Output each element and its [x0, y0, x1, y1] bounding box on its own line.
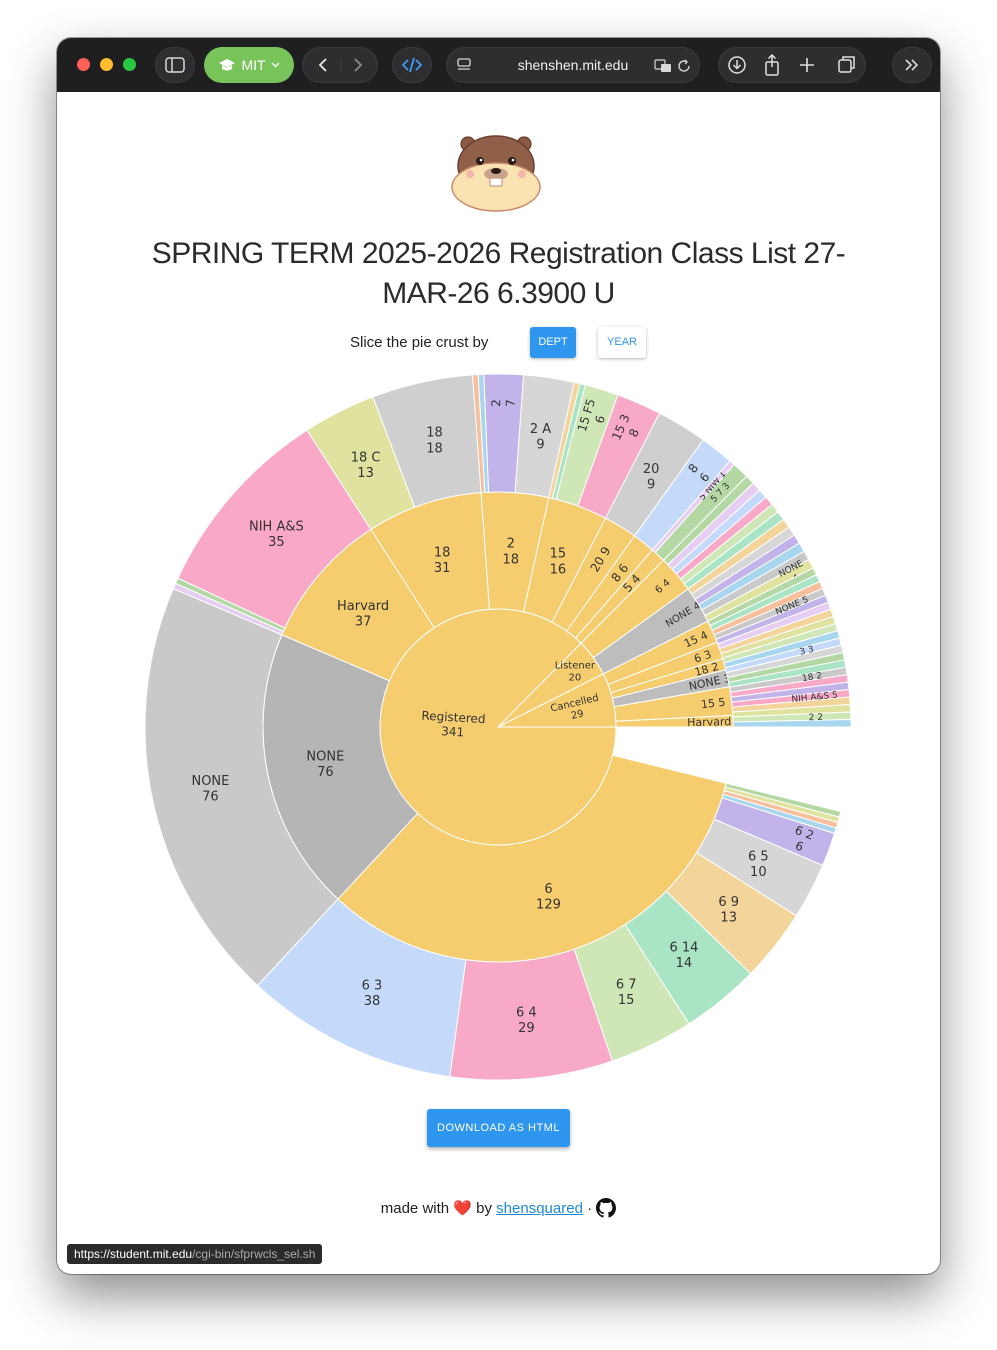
sidebar-toggle-button[interactable]	[155, 47, 195, 83]
outer-label-nih-a-s-6-0: NIH A&S 35	[249, 520, 304, 551]
page-menu-icon[interactable]	[457, 58, 471, 72]
outer-label-18-c-5-1: 18 C 13	[351, 450, 381, 481]
back-icon[interactable]	[318, 58, 327, 72]
outer-2-4-1[interactable]	[483, 373, 525, 494]
footer-prefix: made with	[380, 1200, 450, 1217]
outer-label-none-7-0: NONE 76	[191, 774, 229, 805]
history-nav-group	[302, 47, 378, 83]
close-window-button[interactable]	[77, 58, 90, 71]
graduation-cap-icon	[219, 59, 236, 71]
outer-6-14-8-3[interactable]	[624, 890, 752, 1025]
cancelled-outer-label-2-2: 2 2	[809, 713, 824, 723]
outer-label-6-3-8-0: 6 3 38	[362, 978, 383, 1009]
outer-20-2-0[interactable]	[604, 412, 704, 537]
outer-label-20-2-0: 20 9	[643, 462, 660, 493]
dept-label-harvard-6: Harvard 37	[337, 599, 389, 630]
new-tab-icon[interactable]	[800, 58, 814, 72]
outer-nih-a-s-6-0[interactable]	[177, 429, 372, 629]
share-icon[interactable]	[765, 54, 779, 76]
slice-by-year-button[interactable]: YEAR	[598, 327, 646, 358]
root-label-listener: Listener 20	[555, 661, 596, 684]
code-brackets-icon	[402, 57, 422, 73]
root-label-registered: Registered341	[420, 709, 486, 741]
cancelled-dept-label-6-1: 6 3	[692, 648, 713, 666]
minimize-window-button[interactable]	[100, 58, 113, 71]
nav-arrows	[318, 58, 363, 72]
browser-toolbar: MIT shenshen.mit.edu	[57, 38, 940, 92]
tab-overview-icon[interactable]	[838, 56, 855, 73]
footer-separator: ·	[587, 1200, 593, 1217]
outer-none-7-0[interactable]	[144, 587, 339, 987]
outer-18-5-0[interactable]	[372, 374, 482, 508]
cancelled-outer-21[interactable]	[732, 718, 852, 728]
outer-6-5-8-5[interactable]	[695, 818, 824, 917]
cancelled-outer-label-18-4: 18 2	[801, 671, 822, 684]
outer-8-1-0[interactable]	[633, 439, 731, 551]
dept-label-15-3: 15 16	[550, 547, 567, 578]
outer-label-6-5-8-5: 6 5 10	[748, 849, 769, 880]
slice-by-dept-button[interactable]: DEPT	[530, 327, 576, 358]
outer-6-7-8-2[interactable]	[573, 923, 690, 1062]
devtools-button[interactable]	[392, 47, 432, 83]
heart-icon: ❤️	[453, 1200, 472, 1217]
status-bar-url: https://student.mit.edu/cgi-bin/sfprwcls…	[67, 1244, 323, 1264]
outer-sliver-8-3[interactable]	[724, 782, 842, 818]
chevron-down-icon	[271, 62, 280, 68]
cancelled-outer-label-3-3: 3 3	[799, 645, 815, 658]
forward-icon[interactable]	[354, 58, 363, 72]
translate-icon[interactable]	[654, 59, 672, 73]
outer-6-4-8-1[interactable]	[449, 948, 614, 1081]
download-html-button[interactable]: DOWNLOAD AS HTML	[427, 1109, 570, 1147]
outer-18-c-5-1[interactable]	[306, 396, 416, 531]
zoom-window-button[interactable]	[123, 58, 136, 71]
outer-label-6-4-8-1: 6 4 29	[516, 1005, 537, 1036]
dept-label-18-5: 18 31	[434, 545, 451, 576]
outer-15-3-3-0[interactable]	[577, 394, 661, 519]
browser-window: MIT shenshen.mit.edu	[57, 38, 940, 1274]
toolbar-actions	[728, 54, 855, 76]
outer-15-f5-3-1[interactable]	[555, 384, 619, 507]
page-content: SPRING TERM 2025-2026 Registration Class…	[57, 92, 940, 1274]
dept-label-2-4: 2 18	[503, 537, 520, 568]
url-text: shenshen.mit.edu	[517, 57, 629, 73]
cancelled-dept-label-harvard-5: Harvard 2	[687, 715, 742, 729]
status-url-path: /cgi-bin/sfprwcls_sel.sh	[192, 1247, 316, 1261]
address-bar[interactable]: shenshen.mit.edu	[446, 47, 700, 83]
profile-switcher[interactable]: MIT	[204, 47, 294, 83]
toolbar-actions-group	[718, 47, 866, 83]
outer-label-2-4-1: 27	[489, 399, 518, 407]
reload-icon[interactable]	[677, 59, 691, 73]
outer-6-2-8-6[interactable]	[713, 797, 836, 867]
outer-6-9-8-4[interactable]	[665, 851, 798, 975]
dept-label-6-8: 6 129	[536, 882, 561, 913]
cancelled-dept-label-15-4: 15 5	[700, 696, 726, 712]
cancelled-outer-label-nih-a-s-1: NIH A&S 5	[791, 691, 838, 705]
page-title: SPRING TERM 2025-2026 Registration Class…	[151, 237, 846, 310]
outer-label-6-14-8-3: 6 14 14	[669, 940, 698, 971]
outer-6-3-8-0[interactable]	[256, 898, 467, 1078]
outer-2-a-4-0[interactable]	[514, 374, 575, 499]
outer-label-18-5-0: 18 18	[426, 426, 443, 457]
chevron-double-right-icon	[905, 59, 919, 71]
profile-label: MIT	[241, 57, 266, 73]
sidebar-icon	[165, 57, 185, 73]
outer-label-6-7-8-2: 6 7 15	[616, 977, 637, 1008]
footer: made with ❤️ by shensquared ·	[57, 1198, 940, 1218]
download-icon[interactable]	[728, 56, 746, 74]
dept-label-none-7: NONE 76	[306, 749, 344, 780]
footer-by: by	[476, 1200, 492, 1217]
outer-label-6-9-8-4: 6 9 13	[718, 895, 739, 926]
more-tools-button[interactable]	[892, 47, 932, 83]
github-icon[interactable]	[596, 1198, 617, 1218]
beaver-logo	[451, 135, 541, 212]
author-link[interactable]: shensquared	[496, 1200, 583, 1217]
slice-by-label: Slice the pie crust by	[350, 334, 489, 351]
status-url-host: https://student.mit.edu	[74, 1247, 193, 1261]
